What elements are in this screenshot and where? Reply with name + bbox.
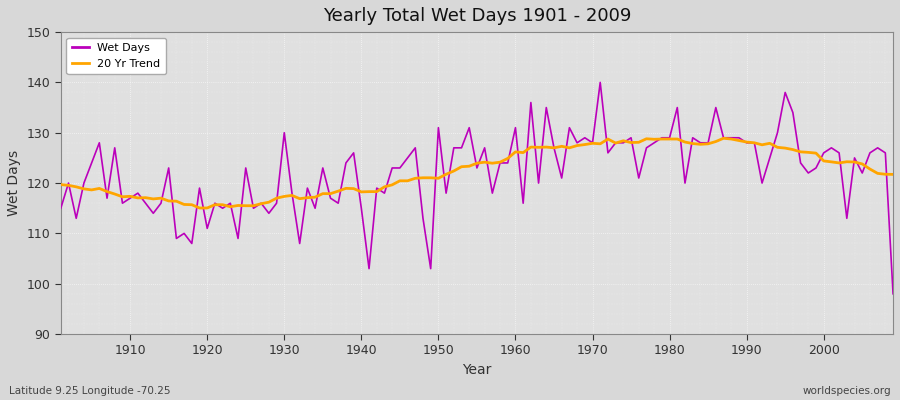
Y-axis label: Wet Days: Wet Days [7,150,21,216]
X-axis label: Year: Year [463,363,491,377]
Text: Latitude 9.25 Longitude -70.25: Latitude 9.25 Longitude -70.25 [9,386,170,396]
Title: Yearly Total Wet Days 1901 - 2009: Yearly Total Wet Days 1901 - 2009 [323,7,631,25]
Legend: Wet Days, 20 Yr Trend: Wet Days, 20 Yr Trend [67,38,166,74]
Text: worldspecies.org: worldspecies.org [803,386,891,396]
